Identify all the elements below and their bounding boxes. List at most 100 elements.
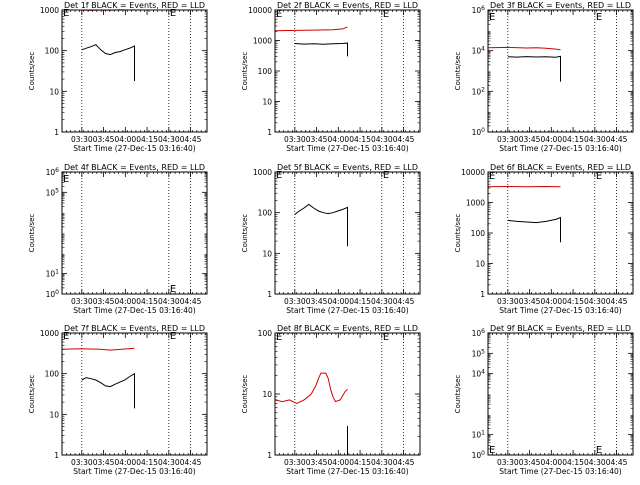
x-tick-label: 04:15	[136, 458, 158, 467]
e-marker: E	[63, 174, 69, 185]
plot-title: Det 8f BLACK = Events, RED = LLD	[277, 324, 418, 333]
plot-title: Det 4f BLACK = Events, RED = LLD	[64, 163, 205, 172]
x-tick-label: 04:15	[136, 297, 158, 306]
x-tick-label: 04:45	[180, 297, 202, 306]
x-tick-label: 04:45	[606, 297, 628, 306]
y-tick-label: 100	[472, 450, 486, 460]
x-axis-label: Start Time (27-Dec-15 03:16:40)	[499, 467, 621, 476]
lld-series-line	[488, 47, 561, 49]
x-tick-label: 03:30	[497, 458, 519, 467]
y-axis-label: Counts/sec	[241, 375, 249, 414]
x-axis-label: Start Time (27-Dec-15 03:16:40)	[73, 306, 195, 315]
y-axis-label: Counts/sec	[454, 375, 462, 414]
events-series-line	[508, 56, 561, 81]
x-tick-label: 03:45	[93, 458, 115, 467]
y-tick-label: 10	[262, 390, 272, 399]
y-tick-label: 10	[49, 410, 59, 419]
x-tick-label: 03:30	[71, 458, 93, 467]
y-tick-label: 10	[262, 98, 272, 107]
x-tick-label: 03:45	[519, 135, 541, 144]
x-tick-label: 04:45	[393, 135, 415, 144]
x-tick-label: 03:30	[497, 297, 519, 306]
y-tick-label: 1000	[253, 168, 272, 177]
x-axis-label: Start Time (27-Dec-15 03:16:40)	[499, 306, 621, 315]
x-tick-label: 04:45	[606, 135, 628, 144]
y-axis-label: Counts/sec	[241, 52, 249, 91]
x-axis-label: Start Time (27-Dec-15 03:16:40)	[73, 467, 195, 476]
y-tick-label: 1	[54, 451, 59, 460]
y-tick-label: 101	[472, 430, 486, 440]
x-tick-label: 04:00	[541, 297, 563, 306]
x-tick-label: 04:00	[328, 458, 350, 467]
x-tick-label: 04:00	[541, 135, 563, 144]
x-axis-label: Start Time (27-Dec-15 03:16:40)	[499, 144, 621, 153]
plot-title: Det 7f BLACK = Events, RED = LLD	[64, 324, 205, 333]
y-axis-label: Counts/sec	[28, 52, 36, 91]
x-tick-label: 04:30	[158, 458, 180, 467]
events-series-line	[82, 45, 135, 81]
x-tick-label: 03:45	[519, 297, 541, 306]
plot-title: Det 3f BLACK = Events, RED = LLD	[490, 1, 631, 10]
y-tick-label: 100	[258, 329, 273, 338]
plot-title: Det 6f BLACK = Events, RED = LLD	[490, 163, 631, 172]
x-tick-label: 03:45	[306, 297, 328, 306]
x-tick-label: 04:30	[584, 458, 606, 467]
y-tick-label: 101	[46, 269, 60, 279]
y-axis-label: Counts/sec	[454, 214, 462, 253]
x-tick-label: 04:30	[158, 135, 180, 144]
lld-series-line	[62, 348, 135, 350]
events-series-line	[508, 218, 561, 243]
x-tick-label: 03:30	[71, 297, 93, 306]
x-tick-label: 04:45	[393, 458, 415, 467]
x-tick-label: 03:45	[306, 458, 328, 467]
y-tick-label: 105	[46, 187, 60, 197]
y-tick-label: 10000	[461, 168, 485, 177]
x-tick-label: 03:45	[93, 297, 115, 306]
x-tick-label: 04:15	[349, 297, 371, 306]
y-tick-label: 100	[45, 47, 60, 56]
y-tick-label: 10000	[248, 6, 272, 15]
events-series-line	[295, 43, 348, 56]
y-tick-label: 1000	[253, 37, 272, 46]
y-tick-label: 100	[258, 67, 273, 76]
x-tick-label: 03:30	[284, 135, 306, 144]
x-tick-label: 04:30	[158, 297, 180, 306]
e-marker: E	[489, 12, 495, 23]
x-tick-label: 04:30	[371, 458, 393, 467]
x-tick-label: 04:00	[115, 135, 137, 144]
x-tick-label: 04:00	[115, 458, 137, 467]
x-axis-label: Start Time (27-Dec-15 03:16:40)	[286, 467, 408, 476]
y-tick-label: 102	[472, 86, 486, 96]
y-axis-label: Counts/sec	[454, 52, 462, 91]
y-tick-label: 100	[258, 209, 273, 218]
y-tick-label: 1	[480, 290, 485, 299]
y-tick-label: 10	[262, 249, 272, 258]
y-tick-label: 106	[46, 167, 60, 177]
y-tick-label: 1	[267, 290, 272, 299]
y-tick-label: 10	[475, 260, 485, 269]
x-tick-label: 04:15	[562, 297, 584, 306]
y-tick-label: 1	[267, 128, 272, 137]
y-axis-label: Counts/sec	[28, 214, 36, 253]
x-tick-label: 03:30	[497, 135, 519, 144]
x-tick-label: 04:15	[136, 135, 158, 144]
y-tick-label: 100	[472, 127, 486, 137]
x-tick-label: 03:30	[284, 458, 306, 467]
plot-title: Det 2f BLACK = Events, RED = LLD	[277, 1, 418, 10]
x-tick-label: 04:15	[562, 135, 584, 144]
y-tick-label: 104	[472, 46, 486, 56]
events-series-line	[82, 374, 135, 409]
x-axis-label: Start Time (27-Dec-15 03:16:40)	[73, 144, 195, 153]
lld-series-line	[275, 373, 348, 403]
x-tick-label: 04:45	[180, 135, 202, 144]
plot-frame	[275, 10, 420, 132]
